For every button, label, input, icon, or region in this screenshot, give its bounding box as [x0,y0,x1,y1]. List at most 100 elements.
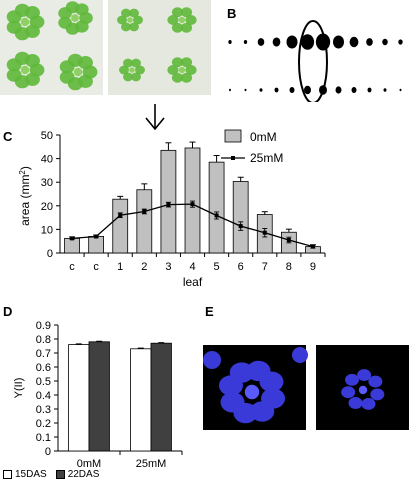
rosette-leaf [129,8,139,18]
point-25mM [214,213,219,218]
legend-swatch-15das [3,470,12,479]
y-tick-label: 0.9 [36,320,51,332]
leaf-silhouette [257,38,265,46]
bar-0mM [64,237,80,254]
bar-0mM [112,198,129,254]
legend-d: 15DAS 22DAS [3,469,99,480]
fluorescence-image-icon [203,345,409,430]
point-25mM [70,236,75,241]
fluorescent-leaf [361,398,376,410]
bar-0mM [184,147,201,254]
panel-label-c: C [3,129,13,144]
point-25mM [94,234,99,239]
x-tick-label: 1 [117,261,123,273]
rosette-leaf [180,7,193,18]
x-tick-label: 8 [286,261,292,273]
rosette-leaf [135,65,145,75]
leaf-silhouette [300,34,315,50]
panel-label-b: B [227,6,237,21]
rosette-leaf [185,15,197,25]
y-tick-label: 0 [47,248,53,260]
x-tick-label: 2 [141,261,147,273]
rosette-leaf [171,72,184,83]
rosette-leaf [6,68,22,82]
bar-0mM [160,149,177,254]
leaf-silhouette [229,88,231,92]
leaf-silhouette [228,40,232,44]
x-tick-label: 5 [214,261,220,273]
rosette-leaf [167,15,179,25]
bar-22DAS [88,341,110,452]
leaf-silhouette [382,38,388,46]
legend-swatch-22das [55,470,65,479]
y-tick-label: 0 [45,446,51,458]
leaf-silhouette-icon [228,20,403,102]
y-tick-label: 10 [41,224,53,236]
rosette-center [178,16,186,24]
bar-15DAS [68,344,90,452]
legend-label-22das: 22DAS [67,469,100,480]
panel-label-e: E [205,304,214,319]
rosette-leaf [185,65,197,75]
legend-label-25mM: 25mM [250,151,283,165]
rosette-leaf [129,22,139,32]
leaf-silhouette [351,87,357,93]
legend-label-0mM: 0mM [250,130,277,144]
leaf-silhouette [399,88,402,92]
y-axis-label: area (mm2) [18,166,32,226]
fluorescent-leaf [259,371,284,392]
rosette-leaf [121,8,131,18]
rosette-leaf [171,57,184,68]
leaf-silhouette [367,87,372,93]
x-tick-label: 0mM [77,458,101,470]
rosette-leaf [171,7,184,18]
rosette-leaf [78,56,93,70]
y-tick-label: 0.1 [36,432,51,444]
rosette-leaf [119,65,129,75]
fluorescent-leaf [203,351,221,369]
y-tick-label: 0.2 [36,418,51,430]
point-25mM [118,213,123,218]
fluorescent-leaf [220,392,245,413]
legend-label-15das: 15DAS [15,469,47,480]
x-tick-label: 25mM [136,458,167,470]
y-tick-label: 0.3 [36,404,51,416]
rosette-leaf [167,65,179,75]
down-arrow-icon [145,104,165,131]
rosette-leaf [25,6,40,20]
rosette-center [71,14,79,22]
rosette-leaf [131,58,141,68]
leaf-silhouette [243,40,248,44]
rosette-center [73,67,83,77]
rosette-leaf [117,15,127,25]
rosette-leaf [180,72,193,83]
rosette-center [127,17,133,23]
rosette-leaf [171,22,184,33]
x-tick-label: c [69,261,75,273]
bar-15DAS [130,348,152,452]
rosette-leaf [59,70,75,84]
y-tick-label: 0.5 [36,376,51,388]
rosette-photo-icon [0,0,211,95]
x-tick-label: 4 [189,261,195,273]
point-25mM [286,238,291,243]
leaf-silhouette [286,35,298,49]
rosette-leaf [123,72,133,82]
leaf-silhouette [383,88,387,92]
x-tick-label: 6 [238,261,244,273]
rosette-center [129,67,135,73]
legend-swatch-0mM [224,129,242,143]
bar-0mM [208,161,225,254]
leaf-silhouette [274,87,279,93]
rosette-leaf [58,16,72,29]
fluorescent-leaf [345,373,360,386]
point-25mM [310,244,315,249]
fluorescent-leaf [357,369,372,381]
leaf-silhouette [366,38,373,46]
point-25mM [190,202,195,207]
fluorescent-leaf [341,386,356,399]
y-tick-label: 30 [41,177,53,189]
rosette-leaf [25,54,40,68]
y-tick-label: 0.4 [36,390,51,402]
leaf-silhouette [349,36,359,48]
